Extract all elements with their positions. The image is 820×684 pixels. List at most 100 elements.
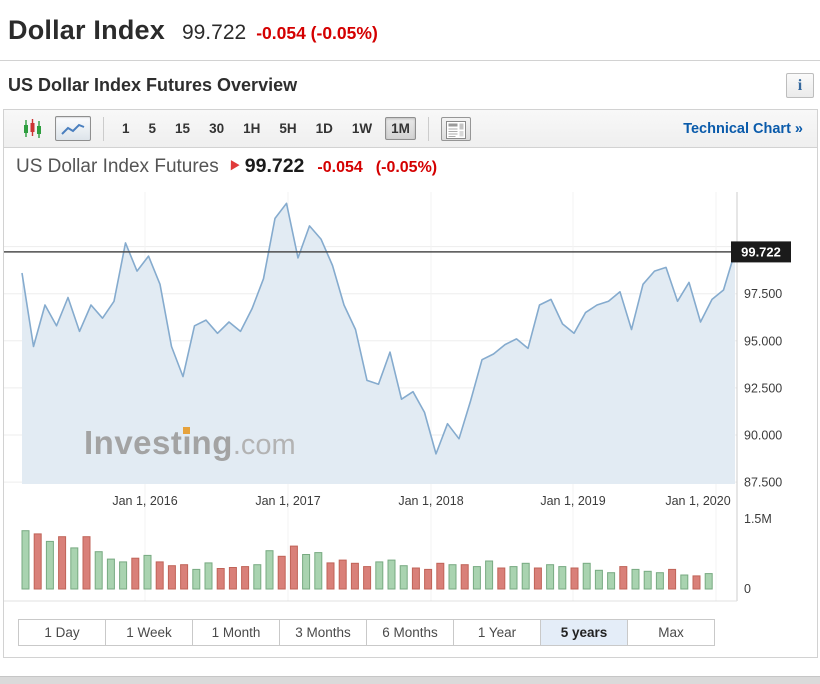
- volume-bar: [655, 572, 664, 590]
- volume-axis-label-max: 1.5M: [744, 512, 772, 526]
- volume-bar: [619, 566, 628, 590]
- volume-bar: [143, 554, 152, 590]
- range-button-1-day[interactable]: 1 Day: [19, 620, 106, 645]
- volume-bar: [119, 561, 128, 590]
- interval-button-1d[interactable]: 1D: [310, 117, 339, 140]
- watermark-text: i: [182, 424, 192, 461]
- volume-bar: [192, 568, 201, 590]
- candlestick-icon: [24, 119, 41, 138]
- interval-button-1[interactable]: 1: [116, 117, 136, 140]
- interval-button-1w[interactable]: 1W: [346, 117, 378, 140]
- technical-chart-link[interactable]: Technical Chart »: [683, 120, 803, 137]
- chart-change: -0.054: [317, 159, 363, 176]
- volume-bar: [521, 562, 530, 590]
- volume-bar: [436, 562, 445, 590]
- page-bottom-strip: [0, 676, 820, 684]
- volume-bar: [106, 558, 115, 590]
- price-volume-chart[interactable]: 100.00097.50095.00092.50090.00087.5001.5…: [4, 148, 817, 612]
- x-axis-label: Jan 1, 2019: [540, 494, 605, 508]
- volume-bar: [155, 561, 164, 590]
- line-chart-button[interactable]: [55, 116, 91, 141]
- volume-bar: [350, 562, 359, 590]
- price-line: [21, 202, 736, 455]
- chart-instrument-name: US Dollar Index Futures: [16, 156, 219, 177]
- volume-bar: [58, 536, 67, 590]
- volume-bar: [570, 567, 579, 590]
- volume-axis-label-zero: 0: [744, 582, 751, 596]
- volume-bar: [167, 565, 176, 590]
- symbol-price: 99.722: [181, 21, 247, 44]
- watermark-text: ng: [191, 424, 233, 461]
- interval-button-5[interactable]: 5: [143, 117, 163, 140]
- volume-bar: [277, 555, 286, 590]
- toolbar-separator: [427, 116, 429, 141]
- y-axis-label: 92.500: [744, 381, 782, 395]
- volume-bar: [546, 564, 555, 590]
- volume-bar: [82, 536, 91, 590]
- candlestick-chart-button[interactable]: [20, 116, 45, 141]
- range-button-1-month[interactable]: 1 Month: [193, 620, 280, 645]
- info-button[interactable]: i: [786, 73, 814, 98]
- last-price-tag: [731, 241, 791, 263]
- volume-bar: [21, 530, 30, 590]
- chart-widget: 1 5 15 30 1H 5H 1D 1W 1M Technical Chart » US Do…: [3, 109, 818, 658]
- symbol-change: -0.054 (-0.05%): [256, 23, 378, 43]
- volume-bar: [70, 547, 79, 590]
- volume-bar: [704, 573, 713, 590]
- volume-bar: [45, 540, 54, 590]
- volume-bar: [241, 566, 250, 590]
- volume-bar: [485, 560, 494, 590]
- interval-button-30[interactable]: 30: [203, 117, 230, 140]
- y-axis-label: 90.000: [744, 429, 782, 443]
- volume-bar: [631, 568, 640, 590]
- volume-bar: [558, 566, 567, 590]
- price-down-arrow-icon: [226, 160, 240, 173]
- y-axis-label: 87.500: [744, 476, 782, 490]
- interval-button-1m[interactable]: 1M: [385, 117, 416, 140]
- volume-bar: [326, 562, 335, 590]
- volume-bar: [375, 561, 384, 590]
- range-selector: 1 Day 1 Week 1 Month 3 Months 6 Months 1 Year…: [18, 619, 715, 646]
- range-button-1-week[interactable]: 1 Week: [106, 620, 193, 645]
- range-button-6-months[interactable]: 6 Months: [367, 620, 454, 645]
- range-button-3-months[interactable]: 3 Months: [280, 620, 367, 645]
- chart-toolbar: 1 5 15 30 1H 5H 1D 1W 1M Technical Chart »: [4, 110, 817, 148]
- news-panel-icon: [445, 120, 466, 139]
- volume-bar: [692, 575, 701, 590]
- symbol-header: Dollar Index 99.722 -0.054 (-0.05%): [0, 0, 820, 46]
- volume-bar: [424, 568, 433, 590]
- info-icon: i: [797, 76, 803, 94]
- volume-bar: [472, 566, 481, 590]
- volume-bar: [289, 545, 298, 590]
- range-button-max[interactable]: Max: [628, 620, 714, 645]
- interval-button-15[interactable]: 15: [169, 117, 196, 140]
- y-axis-label: 95.000: [744, 334, 782, 348]
- volume-bar: [216, 568, 225, 590]
- y-axis-label: 97.500: [744, 287, 782, 301]
- volume-bar: [302, 554, 311, 590]
- volume-bar: [314, 552, 323, 590]
- interval-button-5h[interactable]: 5H: [273, 117, 302, 140]
- x-axis-label: Jan 1, 2016: [112, 494, 177, 508]
- price-area: [22, 203, 735, 485]
- volume-bar: [509, 566, 518, 590]
- range-button-5-years[interactable]: 5 years: [541, 620, 628, 645]
- watermark-text: .com: [232, 429, 296, 461]
- volume-bar: [497, 567, 506, 590]
- volume-bar: [460, 564, 469, 590]
- volume-bar: [387, 559, 396, 590]
- volume-bar: [253, 564, 262, 590]
- x-axis-label: Jan 1, 2018: [398, 494, 463, 508]
- volume-bar: [228, 567, 237, 590]
- range-button-1-year[interactable]: 1 Year: [454, 620, 541, 645]
- investing-watermark: Investing.com: [84, 424, 296, 462]
- volume-bar: [643, 570, 652, 590]
- overview-row: US Dollar Index Futures Overview i: [0, 61, 820, 109]
- volume-bar: [131, 557, 140, 590]
- volume-bar: [680, 574, 689, 590]
- news-panel-button[interactable]: [440, 116, 471, 141]
- volume-bar: [265, 550, 274, 590]
- interval-button-1h[interactable]: 1H: [237, 117, 266, 140]
- volume-bar: [582, 562, 591, 590]
